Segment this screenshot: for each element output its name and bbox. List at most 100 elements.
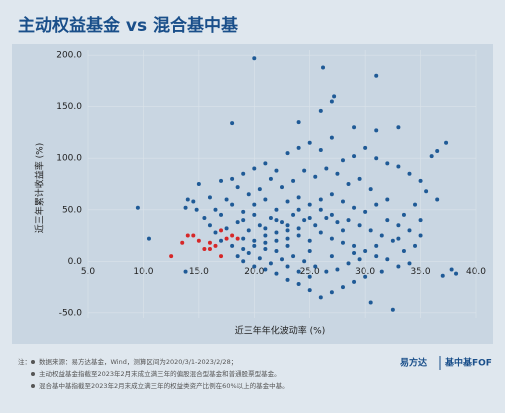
scatter-point xyxy=(219,212,224,217)
note: 数据来源：易方达基金，Wind，测算区间为2020/3/1-2023/2/28； xyxy=(39,357,237,366)
scatter-point xyxy=(257,187,262,192)
scatter-point xyxy=(196,182,201,186)
scatter-point xyxy=(418,218,423,223)
plot-panel xyxy=(12,44,493,344)
scatter-point xyxy=(224,226,229,231)
scatter-point xyxy=(213,243,218,248)
scatter-point xyxy=(235,220,240,225)
scatter-point xyxy=(241,259,246,264)
scatter-point xyxy=(252,264,257,269)
scatter-point xyxy=(374,243,379,248)
scatter-point xyxy=(307,238,312,243)
scatter-point xyxy=(263,233,268,238)
scatter-point xyxy=(296,281,301,286)
scatter-point xyxy=(285,277,290,282)
scatter-point xyxy=(274,271,279,276)
note-bullet xyxy=(31,384,35,388)
scatter-point xyxy=(340,285,345,290)
scatter-point xyxy=(401,212,406,217)
scatter-point xyxy=(230,243,235,248)
scatter-point xyxy=(363,274,368,279)
scatter-point xyxy=(274,249,279,253)
scatter-point xyxy=(285,151,290,156)
scatter-point xyxy=(352,279,357,284)
scatter-point xyxy=(379,233,384,238)
note: 主动权益基金指截至2023年2月末成立满三年的偏股混合型基金和普通股票型基金。 xyxy=(39,369,281,378)
scatter-point xyxy=(274,230,279,235)
scatter-point xyxy=(346,218,351,223)
scatter-point xyxy=(307,202,312,207)
scatter-point xyxy=(329,212,334,217)
y-axis-label: 近三年累计收益率 (%) xyxy=(34,143,46,233)
scatter-point xyxy=(418,233,423,238)
scatter-point xyxy=(302,259,307,264)
scatter-point xyxy=(241,246,246,251)
scatter-point xyxy=(268,216,273,221)
scatter-point xyxy=(291,254,296,259)
scatter-point xyxy=(418,178,423,183)
scatter-point xyxy=(183,205,188,210)
scatter-point xyxy=(329,236,334,241)
scatter-point xyxy=(207,246,212,251)
scatter-point xyxy=(318,147,323,152)
scatter-point xyxy=(252,238,257,243)
scatter-point xyxy=(274,218,279,223)
scatter-point xyxy=(444,140,449,145)
scatter-point xyxy=(307,140,312,145)
scatter-point xyxy=(224,236,229,241)
scatter-point xyxy=(396,125,401,130)
scatter-point xyxy=(291,212,296,217)
scatter-point xyxy=(449,267,454,272)
scatter-point xyxy=(202,216,207,221)
logo-product: 基中基FOF xyxy=(444,357,492,369)
scatter-point xyxy=(335,267,340,272)
scatter-point xyxy=(324,166,329,171)
scatter-point xyxy=(230,202,235,207)
scatter-point xyxy=(246,251,251,256)
scatter-point xyxy=(219,178,224,183)
scatter-point xyxy=(263,246,268,251)
scatter-point xyxy=(435,197,440,202)
scatter-point xyxy=(302,218,307,223)
scatter-point xyxy=(335,220,340,225)
note-bullet xyxy=(31,360,35,364)
scatter-point xyxy=(407,261,412,266)
scatter-point xyxy=(285,243,290,248)
scatter-point xyxy=(324,269,329,274)
scatter-point xyxy=(296,145,301,150)
scatter-point xyxy=(202,246,207,251)
scatter-point xyxy=(246,228,251,233)
scatter-point xyxy=(307,216,312,221)
chart-title: 主动权益基金 vs 混合基中基 xyxy=(18,15,239,36)
scatter-point xyxy=(146,236,151,241)
scatter-point xyxy=(235,236,240,241)
scatter-point xyxy=(340,199,345,204)
scatter-point xyxy=(429,154,434,159)
scatter-point xyxy=(352,251,357,256)
scatter-point xyxy=(224,197,229,202)
scatter-point xyxy=(352,125,357,130)
scatter-point xyxy=(340,228,345,233)
scatter-point xyxy=(379,269,384,274)
scatter-point xyxy=(329,254,334,259)
scatter-point xyxy=(230,121,235,126)
scatter-point xyxy=(296,226,301,231)
scatter-point xyxy=(207,195,212,200)
scatter-point xyxy=(191,233,196,238)
scatter-point xyxy=(390,307,395,312)
scatter-point xyxy=(185,233,190,238)
note: 混合基中基指截至2023年2月末成立满三年的权益类资产比例在60%以上的基金中基… xyxy=(39,381,289,390)
scatter-point xyxy=(280,220,284,225)
scatter-point xyxy=(318,207,323,212)
scatter-point xyxy=(285,223,290,228)
scatter-point xyxy=(413,243,418,248)
scatter-point xyxy=(252,56,257,61)
scatter-point xyxy=(252,202,257,207)
scatter-point xyxy=(285,236,290,241)
scatter-point xyxy=(368,187,373,192)
scatter-point xyxy=(340,158,345,163)
scatter-point xyxy=(332,94,337,99)
y-tick-label: -50.0 xyxy=(59,308,83,318)
scatter-point xyxy=(352,205,357,210)
